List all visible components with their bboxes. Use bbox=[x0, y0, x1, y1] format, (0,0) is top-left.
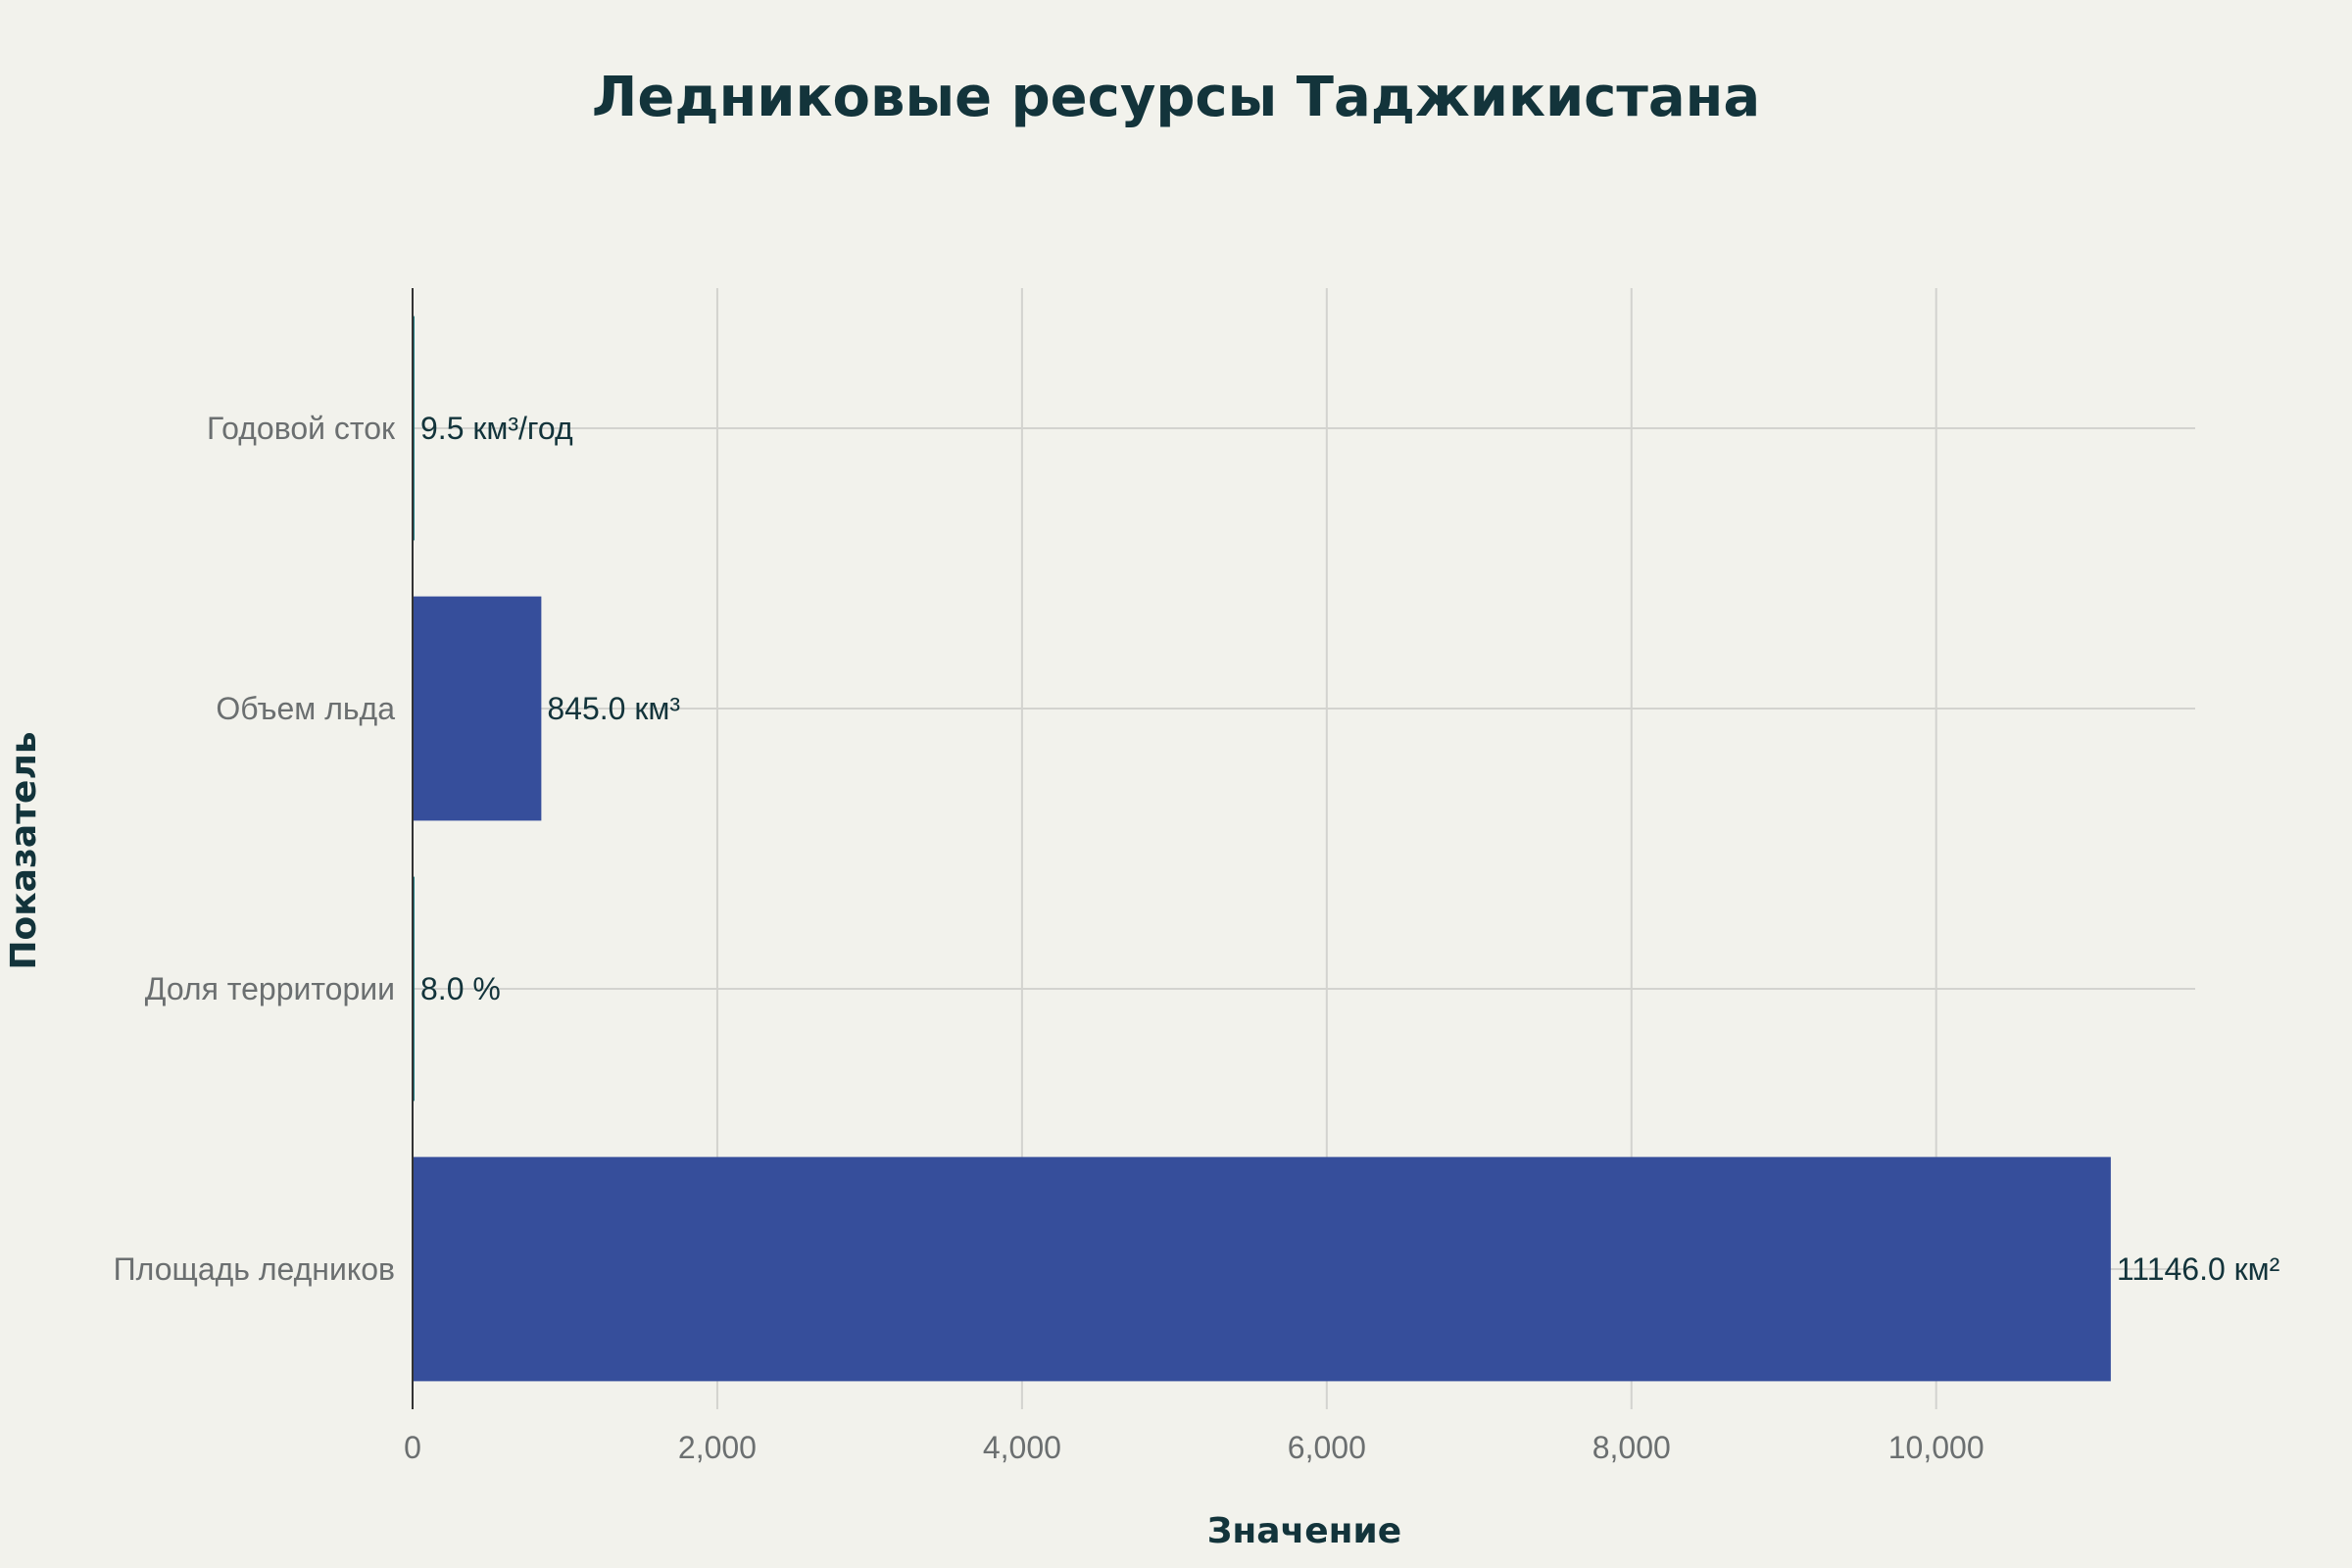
data-label: 8.0 % bbox=[420, 971, 501, 1006]
x-tick-label: 8,000 bbox=[1592, 1430, 1671, 1465]
x-axis-title: Значение bbox=[1207, 1511, 1401, 1551]
bar bbox=[413, 596, 542, 821]
x-tick-label: 4,000 bbox=[983, 1430, 1061, 1465]
data-label: 9.5 км³/год bbox=[420, 411, 573, 446]
data-label: 845.0 км³ bbox=[547, 691, 680, 726]
x-tick-label: 6,000 bbox=[1288, 1430, 1366, 1465]
x-tick-label: 10,000 bbox=[1888, 1430, 1984, 1465]
y-tick-label: Объем льда bbox=[216, 691, 395, 726]
x-tick-label: 2,000 bbox=[678, 1430, 757, 1465]
bars bbox=[413, 316, 2111, 1382]
y-tick-label: Площадь ледников bbox=[114, 1251, 395, 1287]
data-label: 11146.0 км² bbox=[2117, 1251, 2280, 1287]
x-tick-label: 0 bbox=[404, 1430, 421, 1465]
chart-title: Ледниковые ресурсы Таджикистана bbox=[592, 66, 1760, 129]
labels: 11146.0 км² Площадь ледников 8.0 % Доля тер… bbox=[114, 411, 2280, 1465]
bar bbox=[413, 1156, 2111, 1382]
y-axis-title: Показатель bbox=[4, 731, 44, 969]
y-tick-label: Доля территории bbox=[145, 971, 395, 1006]
y-tick-label: Годовой сток bbox=[207, 411, 396, 446]
